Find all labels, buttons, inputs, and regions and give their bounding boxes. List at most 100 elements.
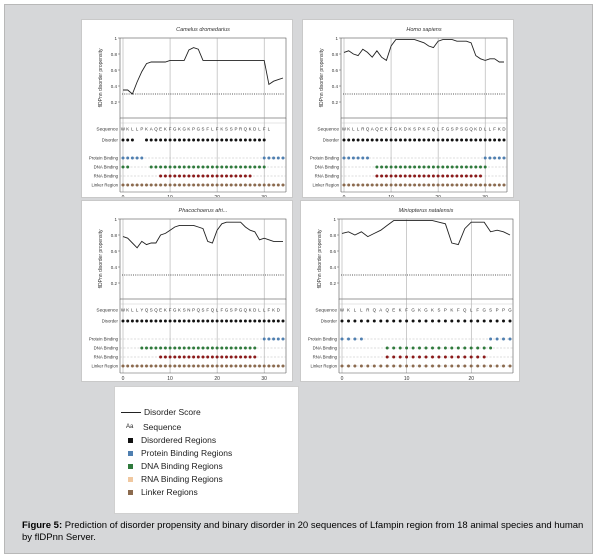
chart-panel-homo: Homo sapiens 0 10 20 30 0.2 0.4 0.6 0.8 1 flDPnn d… bbox=[303, 20, 513, 197]
y-tick-label: 0.6 bbox=[332, 68, 339, 73]
track-dot bbox=[243, 174, 247, 178]
track-dot bbox=[196, 174, 200, 178]
track-dot bbox=[196, 355, 200, 359]
track-dot bbox=[450, 319, 454, 323]
track-dot bbox=[483, 138, 487, 142]
square-swatch bbox=[128, 437, 133, 443]
sequence-label: Sequence bbox=[317, 127, 339, 133]
track-dot bbox=[234, 165, 238, 169]
track-dot bbox=[182, 319, 186, 323]
track-dot bbox=[234, 183, 238, 187]
sequence-letter: F bbox=[457, 308, 460, 313]
track-dot bbox=[243, 165, 247, 169]
legend-item-disordered: Disordered Regions bbox=[121, 435, 216, 445]
track-dot bbox=[121, 319, 125, 323]
track-dot bbox=[140, 364, 144, 368]
track-label: Linker Region bbox=[91, 183, 118, 188]
track-dot bbox=[253, 346, 257, 350]
track-dot bbox=[262, 183, 266, 187]
track-dot bbox=[163, 174, 167, 178]
x-tick-label: 10 bbox=[167, 195, 173, 197]
sequence-letter: K bbox=[249, 308, 252, 313]
track-dot bbox=[347, 138, 351, 142]
track-dot bbox=[121, 156, 125, 160]
track-dot bbox=[399, 183, 402, 187]
track-dot bbox=[455, 165, 459, 169]
x-tick-label: 0 bbox=[122, 195, 125, 197]
x-tick-label: 20 bbox=[214, 195, 220, 197]
track-dot bbox=[370, 138, 374, 142]
track-dot bbox=[437, 346, 441, 350]
sequence-label: Sequence bbox=[96, 127, 118, 133]
sequence-label: Sequence bbox=[315, 308, 337, 314]
track-dot bbox=[187, 346, 191, 350]
caption-text: Prediction of disorder propensity and bi… bbox=[22, 520, 584, 543]
track-dot bbox=[168, 346, 172, 350]
track-dot bbox=[497, 138, 501, 142]
sequence-letter: D bbox=[404, 127, 407, 132]
track-dot bbox=[479, 174, 482, 178]
track-dot bbox=[258, 138, 261, 142]
sequence-letter: S bbox=[202, 308, 205, 313]
sequence-letter: K bbox=[418, 308, 421, 313]
track-dot bbox=[464, 183, 468, 187]
chart-camelus: Camelus dromedarius 0 10 20 30 0.2 0.4 0.6 0.8 1 f… bbox=[89, 27, 287, 197]
sequence-letter: N bbox=[187, 308, 190, 313]
track-dot bbox=[469, 355, 473, 359]
x-tick-label: 0 bbox=[341, 376, 344, 381]
sequence-letter: L bbox=[268, 127, 271, 132]
track-dot bbox=[192, 355, 196, 359]
sequence-letter: S bbox=[202, 127, 205, 132]
track-dot bbox=[187, 355, 191, 359]
track-dot bbox=[225, 364, 228, 368]
sequence-letter: K bbox=[498, 127, 501, 132]
track-dot bbox=[149, 138, 153, 142]
track-dot bbox=[405, 319, 409, 323]
track-dot bbox=[359, 364, 363, 368]
sequence-letter: R bbox=[239, 127, 242, 132]
sequence-letter: G bbox=[182, 127, 186, 132]
sequence-letter: P bbox=[140, 127, 143, 132]
sequence-letter: K bbox=[431, 308, 434, 313]
track-label: Linker Region bbox=[312, 183, 339, 188]
track-dot bbox=[342, 156, 346, 160]
track-dot bbox=[262, 319, 266, 323]
caption-label: Figure 5: bbox=[22, 520, 63, 531]
track-dot bbox=[450, 355, 454, 359]
track-dot bbox=[206, 355, 210, 359]
sequence-letter: E bbox=[159, 127, 162, 132]
track-dot bbox=[182, 174, 186, 178]
track-dot bbox=[234, 346, 238, 350]
track-dot bbox=[243, 346, 247, 350]
track-dot bbox=[437, 319, 441, 323]
track-dot bbox=[361, 183, 365, 187]
sequence-letter: S bbox=[460, 127, 463, 132]
sequence-letter: E bbox=[392, 308, 395, 313]
track-dot bbox=[163, 165, 167, 169]
track-dot bbox=[173, 183, 177, 187]
track-dot bbox=[399, 165, 402, 169]
track-dot bbox=[258, 183, 261, 187]
track-label: Protein Binding bbox=[310, 156, 340, 161]
track-dot bbox=[436, 183, 440, 187]
y-tick-label: 0.6 bbox=[330, 249, 337, 254]
sequence-letter: S bbox=[230, 127, 233, 132]
track-dot bbox=[121, 183, 125, 187]
sequence-letter: K bbox=[347, 308, 350, 313]
sequence-letter: G bbox=[173, 308, 177, 313]
sequence-letter: L bbox=[216, 308, 219, 313]
track-dot bbox=[372, 364, 376, 368]
track-dot bbox=[234, 138, 238, 142]
sequence-letter: K bbox=[187, 127, 190, 132]
track-dot bbox=[502, 156, 506, 160]
track-dot bbox=[431, 174, 435, 178]
track-dot bbox=[483, 183, 487, 187]
track-dot bbox=[375, 174, 379, 178]
track-dot bbox=[196, 346, 200, 350]
track-dot bbox=[479, 165, 482, 169]
track-dot bbox=[140, 319, 144, 323]
track-dot bbox=[417, 138, 421, 142]
y-tick-label: 0.4 bbox=[111, 265, 118, 270]
track-dot bbox=[366, 156, 369, 160]
track-dot bbox=[384, 138, 388, 142]
